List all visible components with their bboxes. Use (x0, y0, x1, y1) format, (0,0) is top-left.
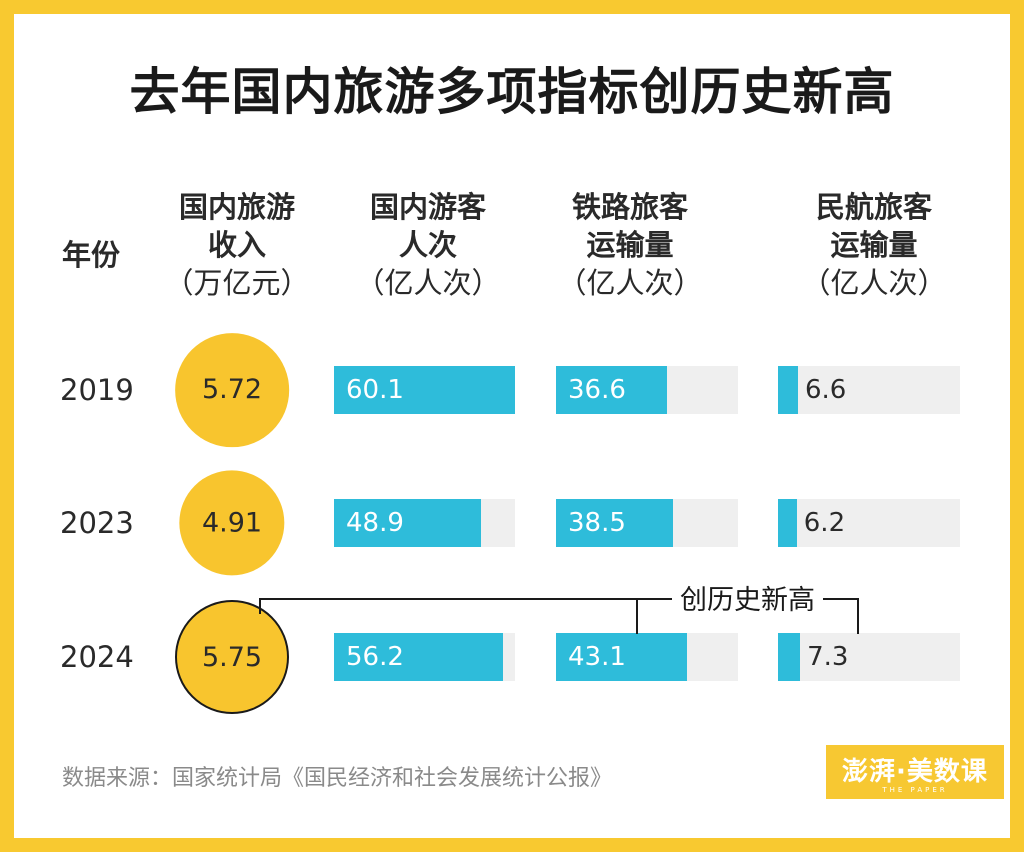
bar-3-2024 (778, 633, 801, 681)
callout-line-aviation (857, 598, 859, 634)
bar-track-3-2019: 6.6 (778, 366, 960, 414)
bar-value-3-2019: 6.6 (804, 375, 847, 405)
bar-value-3-2024: 7.3 (807, 642, 849, 672)
callout-line-horizontal-right (822, 598, 858, 600)
year-label-2019: 2019 (60, 373, 134, 407)
bar-track-1-2024: 56.2 (334, 633, 515, 681)
callout-line-horizontal (260, 598, 672, 600)
revenue-circle-2024: 5.75 (175, 600, 289, 714)
publisher-logo: 澎湃·美数课 THE PAPER (826, 745, 1004, 799)
callout-line-railway (636, 598, 638, 634)
bar-value-1-2024: 56.2 (346, 642, 404, 672)
year-label-2023: 2023 (60, 506, 134, 540)
bar-track-3-2024: 7.3 (778, 633, 960, 681)
column-header-revenue-unit: （万亿元） (164, 266, 310, 300)
column-header-revenue: 国内旅游 收入 （万亿元） (164, 188, 309, 302)
year-label-2024: 2024 (60, 640, 134, 674)
bar-value-1-2023: 48.9 (346, 508, 404, 538)
bar-track-2-2024: 43.1 (556, 633, 738, 681)
bar-track-3-2023: 6.2 (778, 499, 960, 547)
column-header-aviation: 民航旅客 运输量 （亿人次） (801, 188, 946, 302)
bar-value-1-2019: 60.1 (346, 375, 404, 405)
source-note: 数据来源：国家统计局《国民经济和社会发展统计公报》 (62, 766, 613, 791)
revenue-value-2023: 4.91 (201, 507, 263, 539)
column-header-aviation-line1: 民航旅客 (815, 190, 933, 224)
column-header-revenue-line1: 国内旅游 (178, 190, 296, 224)
column-header-railway-unit: （亿人次） (557, 266, 703, 300)
bar-3-2019 (778, 366, 798, 414)
revenue-value-2019: 5.72 (201, 374, 263, 406)
bar-value-2-2024: 43.1 (568, 642, 626, 672)
column-header-tourists-line2: 人次 (398, 228, 458, 262)
callout-label: 创历史新高 (672, 578, 823, 617)
bar-1-2023 (334, 499, 482, 547)
chart-frame (14, 14, 1010, 838)
bar-track-2-2019: 36.6 (556, 366, 738, 414)
bar-2-2024 (556, 633, 687, 681)
column-header-revenue-line2: 收入 (207, 228, 267, 262)
bar-2-2019 (556, 366, 667, 414)
column-header-railway-line1: 铁路旅客 (571, 190, 689, 224)
column-header-tourists-unit: （亿人次） (355, 266, 501, 300)
column-header-aviation-line2: 运输量 (830, 228, 918, 262)
logo-subtext: THE PAPER (882, 785, 948, 794)
bar-3-2023 (778, 499, 797, 547)
column-header-aviation-unit: （亿人次） (801, 266, 947, 300)
year-column-header: 年份 (62, 238, 121, 272)
column-header-tourists-line1: 国内游客 (369, 190, 487, 224)
callout-line-revenue (259, 598, 261, 614)
revenue-circle-2023: 4.91 (179, 470, 285, 576)
bar-2-2023 (556, 499, 673, 547)
revenue-value-2024: 5.75 (201, 641, 263, 673)
bar-value-2-2023: 38.5 (568, 508, 626, 538)
bar-1-2019 (334, 366, 515, 414)
column-header-railway: 铁路旅客 运输量 （亿人次） (557, 188, 702, 302)
chart-title: 去年国内旅游多项指标创历史新高 (129, 63, 895, 121)
bar-value-3-2023: 6.2 (803, 508, 846, 538)
bar-track-1-2023: 48.9 (334, 499, 515, 547)
bar-track-1-2019: 60.1 (334, 366, 515, 414)
bar-track-2-2023: 38.5 (556, 499, 738, 547)
column-header-railway-line2: 运输量 (586, 228, 674, 262)
bar-1-2024 (334, 633, 504, 681)
revenue-circle-2019: 5.72 (175, 333, 289, 447)
logo-text: 澎湃·美数课 (842, 756, 988, 787)
bar-value-2-2019: 36.6 (568, 375, 626, 405)
column-header-tourists: 国内游客 人次 （亿人次） (355, 188, 500, 302)
